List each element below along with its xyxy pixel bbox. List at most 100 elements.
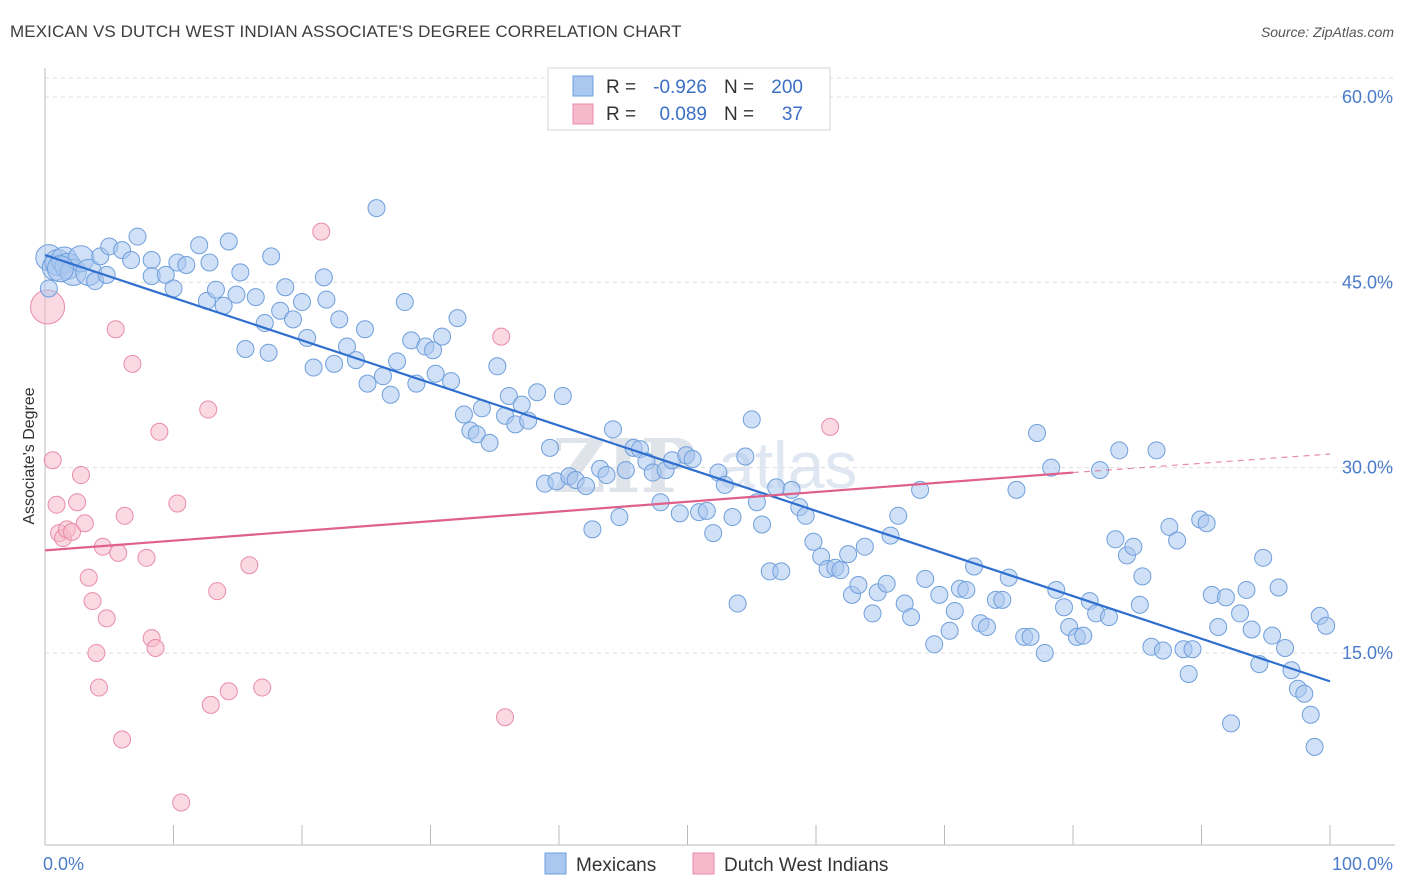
point-mexicans [1055,598,1074,617]
point-mexicans [1179,664,1198,683]
point-mexicans [1130,595,1149,614]
point-mexicans [177,255,196,274]
point-dutch-west-indians [113,730,132,749]
point-mexicans [367,199,386,218]
y-tick-label: 30.0% [1342,458,1393,478]
point-mexicans [206,280,225,299]
point-mexicans [723,508,742,527]
point-mexicans [541,438,560,457]
legend-n-value-1: 200 [771,77,803,98]
y-axis-label: Associate's Degree [21,387,38,524]
point-dutch-west-indians [253,678,272,697]
point-dutch-west-indians [219,682,238,701]
point-mexicans [576,477,595,496]
point-dutch-west-indians [208,582,227,601]
point-mexicans [156,265,175,284]
point-mexicans [957,580,976,599]
point-mexicans [314,268,333,287]
point-mexicans [128,227,147,246]
point-dutch-west-indians [123,354,142,373]
point-mexicans [1295,684,1314,703]
series-dutch-west-indians [30,222,840,812]
point-dutch-west-indians [492,327,511,346]
point-mexicans [1254,548,1273,567]
point-mexicans [424,341,443,360]
legend-n-value-2: 37 [782,104,803,125]
point-mexicans [863,604,882,623]
point-mexicans [276,278,295,297]
point-mexicans [1242,620,1261,639]
point-dutch-west-indians [89,678,108,697]
point-mexicans [616,461,635,480]
point-mexicans [190,236,209,255]
point-mexicans [916,569,935,588]
point-mexicans [1133,567,1152,586]
point-mexicans [1237,580,1256,599]
point-mexicans [122,251,141,270]
legend-r-value-2: 0.089 [659,104,707,125]
point-dutch-west-indians [150,422,169,441]
legend-series: Mexicans Dutch West Indians [544,852,888,876]
point-mexicans [454,405,473,424]
point-mexicans [1183,640,1202,659]
legend-r-value-1: -0.926 [653,77,707,98]
point-mexicans [742,410,761,429]
source-credit: Source: ZipAtlas.com [1260,24,1394,40]
point-mexicans [855,537,874,556]
point-mexicans [831,561,850,580]
point-mexicans [262,247,281,266]
point-mexicans [1276,639,1295,658]
point-mexicans [930,585,949,604]
point-mexicans [39,279,58,298]
point-mexicans [388,352,407,371]
point-dutch-west-indians [146,639,165,658]
point-mexicans [993,590,1012,609]
point-mexicans [1209,618,1228,637]
point-dutch-west-indians [97,609,116,628]
point-mexicans [603,420,622,439]
x-tick-label-max: 100.0% [1332,854,1393,874]
chart-title: MEXICAN VS DUTCH WEST INDIAN ASSOCIATE'S… [10,22,682,41]
point-mexicans [164,279,183,298]
point-dutch-west-indians [199,400,218,419]
point-mexicans [753,515,772,534]
point-mexicans [715,475,734,494]
point-mexicans [1197,514,1216,533]
point-mexicans [1124,537,1143,556]
trend-line-dutch-west-indians-extension [1072,453,1331,474]
point-mexicans [1007,480,1026,499]
point-mexicans [772,562,791,581]
point-mexicans [889,506,908,525]
point-mexicans [849,576,868,595]
point-mexicans [877,574,896,593]
point-mexicans [782,480,801,499]
point-dutch-west-indians [106,320,125,339]
legend-bottom-swatch-mexicans [544,852,567,875]
point-mexicans [1042,458,1061,477]
point-mexicans [355,320,374,339]
legend-r-label-2: R = [606,104,636,125]
point-mexicans [433,327,452,346]
point-mexicans [227,285,246,304]
point-mexicans [597,466,616,485]
point-mexicans [381,385,400,404]
point-mexicans [298,328,317,347]
point-mexicans [448,309,467,328]
point-dutch-west-indians [115,506,134,525]
point-dutch-west-indians [240,556,259,575]
point-mexicans [499,386,518,405]
trend-line-dutch-west-indians [44,471,1074,552]
point-mexicans [246,288,265,307]
point-mexicans [1317,616,1336,635]
point-mexicans [651,493,670,512]
point-dutch-west-indians [71,466,90,485]
point-mexicans [395,293,414,312]
point-mexicans [1028,424,1047,443]
point-dutch-west-indians [68,493,87,512]
point-mexicans [925,635,944,654]
point-mexicans [1035,643,1054,662]
point-mexicans [325,354,344,373]
point-mexicans [284,310,303,329]
point-mexicans [940,621,959,640]
point-mexicans [231,263,250,282]
